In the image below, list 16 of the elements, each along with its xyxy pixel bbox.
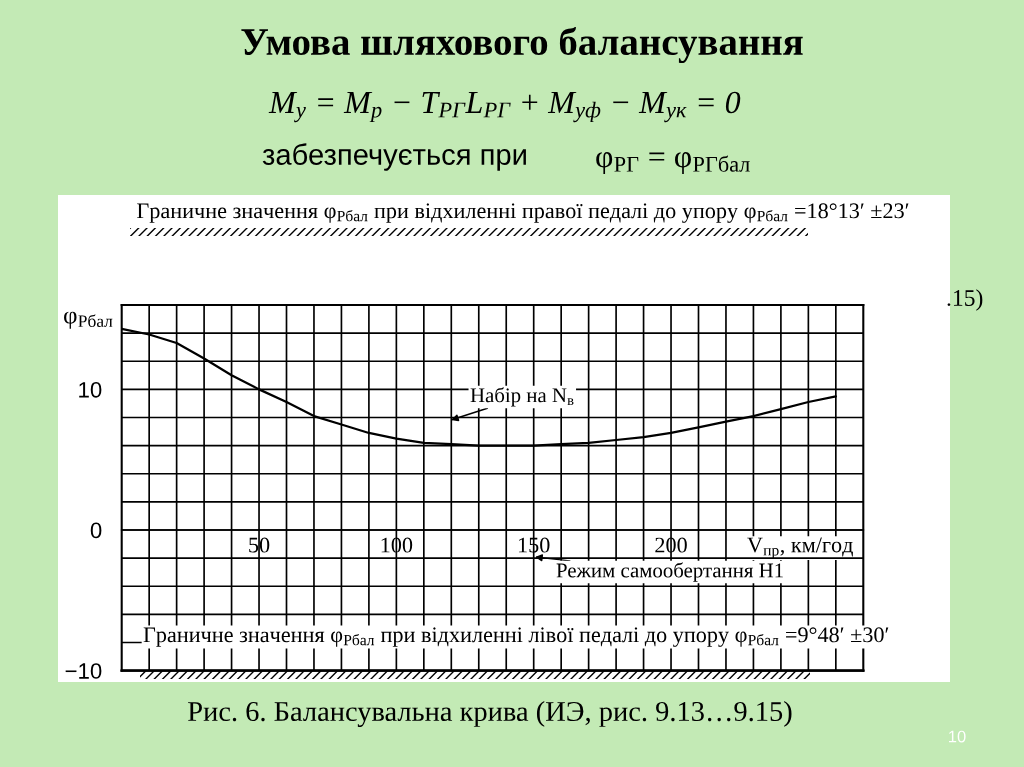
text: Рис. 6. Балансувальна крива (ИЭ, рис. 9.13…9.15)	[188, 701, 792, 727]
text: .15)	[947, 289, 983, 311]
text: 10	[949, 730, 966, 743]
x-axis-title: V$_{пр}$, км/год	[747, 537, 853, 559]
annotation: Режим самообертання Н1	[556, 562, 783, 582]
y-tick-label: 10	[79, 381, 102, 398]
text: забезпечується при	[262, 143, 526, 171]
annotation: Набір на N$_{в}$	[470, 387, 574, 407]
y-axis-title: φ$_{Рбал}$	[64, 311, 113, 329]
y-tick-label: −10	[65, 663, 102, 679]
text: φ$_{РГ}$ = φ$_{РГбал}$	[596, 152, 750, 174]
text: Граничне значення φ$_{Рбал}$ при відхиленні правої педалі до упору φ$_{Рбал}$ =18°13′ ±23′	[137, 203, 909, 223]
text: M$_{у}$ = M$_{р}$ − T$_{РГ}$L$_{РГ}$ + M$_{уф}$ − M$_{ук}$ = 0	[268, 91, 741, 123]
chart-title: Умова шляхового балансування	[241, 26, 803, 64]
annotation: Граничне значення φ$_{Рбал}$ при відхиленні лівої педалі до упору φ$_{Рбал}$ =9°48′ ±30′	[143, 627, 889, 647]
y-tick-label: 0	[90, 522, 102, 539]
